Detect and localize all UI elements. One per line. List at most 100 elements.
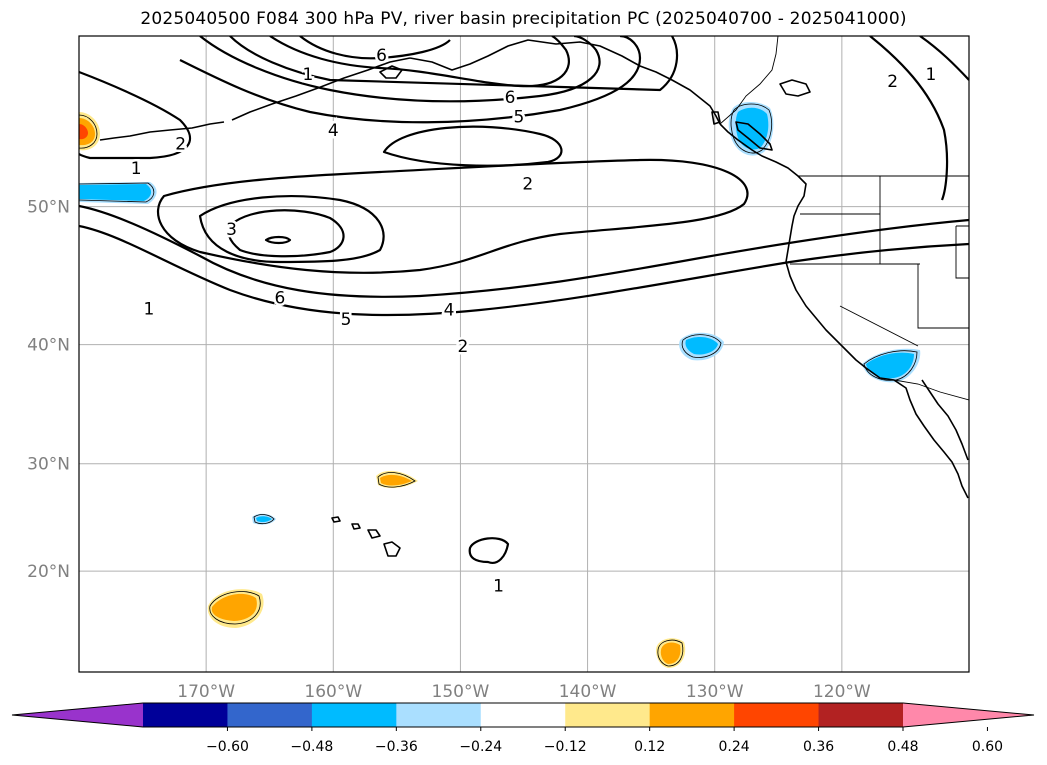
- colorbar-segment: [396, 703, 482, 727]
- colorbar-tick-label: 0.48: [887, 739, 918, 755]
- outline-25n: [377, 472, 416, 488]
- lat-tick-label: 30°N: [27, 455, 70, 475]
- colorbar-segment: [734, 703, 820, 727]
- precip-outlines: [79, 103, 918, 667]
- colorbar-segment: [818, 703, 904, 727]
- coast-hawaii-big: [383, 541, 401, 557]
- pv-contour-2-mid: [382, 125, 563, 167]
- pv-contour-6-north: [269, 36, 570, 88]
- pv-contour-label: 2: [458, 337, 469, 357]
- colorbar-tick-label: −0.36: [375, 739, 418, 755]
- pv-contour-label: 3: [226, 220, 237, 240]
- pv-contour-1-north: [919, 36, 969, 81]
- lon-tick-label: 140°W: [559, 682, 617, 702]
- pv-contour-1-hawaii: [468, 537, 510, 564]
- latitude-labels: 20°N 30°N 40°N 50°N: [27, 198, 70, 583]
- lon-tick-label: 160°W: [304, 682, 362, 702]
- colorbar-segment: [143, 703, 228, 727]
- colorbar-segment: [311, 703, 397, 727]
- longitude-labels: 170°W 160°W 150°W 140°W 130°W 120°W: [177, 682, 871, 702]
- colorbar-tick-label: 0.24: [719, 739, 750, 755]
- pv-contours: [79, 36, 969, 564]
- colorbar-tick-label: −0.60: [206, 739, 249, 755]
- border-mexico: [893, 379, 969, 401]
- pv-contour-label: 1: [302, 65, 313, 85]
- precip-blob-15n: [211, 593, 257, 621]
- lat-tick-label: 20°N: [27, 562, 70, 582]
- map-background: [79, 36, 969, 672]
- coast-haida-gwaii: [711, 111, 721, 125]
- lat-tick-label: 40°N: [27, 336, 70, 356]
- pv-contour-1-north-east: [869, 36, 949, 201]
- coast-west: [719, 123, 969, 499]
- map-frame: [78, 35, 970, 673]
- pv-contour-4-north: [179, 36, 642, 124]
- coast-aleutians: [99, 121, 225, 141]
- colorbar-segment: [227, 703, 313, 727]
- precip-blob-offshore: [685, 336, 718, 355]
- lon-tick-label: 170°W: [177, 682, 235, 702]
- lon-tick-label: 150°W: [432, 682, 490, 702]
- precip-blob-25n: [380, 474, 412, 486]
- coast-maui: [367, 529, 381, 539]
- pv-contour-5-north: [199, 36, 601, 103]
- coast-kauai: [331, 516, 341, 523]
- pv-contour-2-north: [229, 36, 678, 92]
- pv-contour-label: 1: [131, 159, 142, 179]
- pv-contour-label: 5: [514, 107, 525, 127]
- pv-contour-label: 2: [175, 134, 186, 154]
- coast-alaska: [409, 39, 721, 125]
- outline-12n: [657, 639, 684, 667]
- outline-socal: [863, 350, 918, 381]
- precip-blob-west: [79, 184, 152, 201]
- precip-blob-bc: [735, 107, 769, 150]
- colorbar-outline: [11, 702, 1035, 728]
- pv-contour-label: 2: [887, 72, 898, 92]
- borders: [719, 36, 969, 401]
- pv-contour-5: [227, 209, 345, 258]
- pv-contour-label: 6: [505, 88, 516, 108]
- colorbar-tick-label: 0.12: [634, 739, 665, 755]
- outline-bc: [730, 103, 773, 154]
- pv-contour-label: 6: [376, 46, 387, 66]
- lat-tick-label: 50°N: [27, 198, 70, 218]
- pv-contour-2-south: [79, 204, 969, 298]
- pv-contour-4: [198, 195, 385, 264]
- pv-contour-1-south: [79, 224, 969, 317]
- colorbar: −0.60 −0.48 −0.36 −0.24 −0.12 0.12 0.24 0.36 0.4…: [11, 702, 1035, 755]
- colorbar-extend-max: [903, 703, 1034, 727]
- precip-blob-hawaii: [256, 516, 272, 523]
- pv-contour-7: [299, 36, 451, 60]
- colorbar-tick-label: 0.60: [972, 739, 1003, 755]
- precip-blob-socal: [866, 352, 914, 379]
- pv-contour-label: 1: [144, 299, 155, 319]
- coast-baja-gulf: [921, 379, 969, 461]
- colorbar-segment: [565, 703, 651, 727]
- pv-contour-label: 4: [328, 121, 339, 141]
- outline-hawaii: [253, 514, 275, 525]
- precip-blob-12n: [660, 642, 681, 664]
- precip-blob-nw-core: [79, 124, 88, 140]
- colorbar-tick-label: −0.12: [544, 739, 587, 755]
- outline-offshore: [681, 334, 722, 358]
- pv-contour-2-west: [79, 70, 191, 160]
- coast-vancouver-island: [735, 121, 773, 151]
- pv-contour-label: 1: [925, 65, 936, 85]
- border-alaska-canada: [719, 36, 779, 125]
- colorbar-segment: [480, 703, 566, 727]
- lon-tick-label: 120°W: [813, 682, 871, 702]
- coast-oahu: [351, 523, 361, 530]
- pv-contour-label: 2: [522, 175, 533, 195]
- colorbar-tick-label: −0.24: [459, 739, 502, 755]
- border-states: [790, 176, 969, 347]
- pv-contour-3: [156, 158, 749, 274]
- pv-contour-label: 1: [493, 577, 504, 597]
- pv-contour-label: 6: [274, 289, 285, 309]
- outline-15n: [209, 591, 261, 625]
- colorbar-segment: [649, 703, 735, 727]
- colorbar-tick-label: 0.36: [803, 739, 834, 755]
